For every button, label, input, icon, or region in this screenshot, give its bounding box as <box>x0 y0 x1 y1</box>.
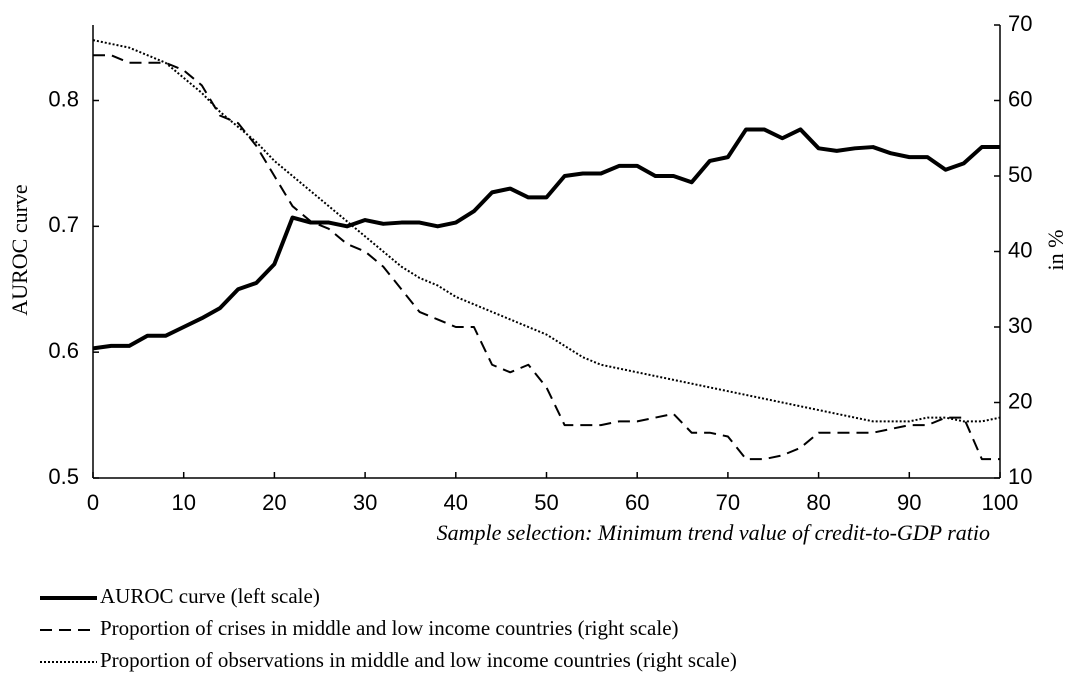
x-tick-label: 90 <box>897 490 921 515</box>
x-axis-label: Sample selection: Minimum trend value of… <box>437 520 990 545</box>
x-tick-label: 30 <box>353 490 377 515</box>
y2-tick-label: 50 <box>1008 162 1032 187</box>
x-tick-label: 50 <box>534 490 558 515</box>
x-tick-label: 0 <box>87 490 99 515</box>
y2-tick-label: 20 <box>1008 388 1032 413</box>
legend-label: Proportion of observations in middle and… <box>100 648 737 672</box>
y2-tick-label: 70 <box>1008 11 1032 36</box>
x-tick-label: 80 <box>806 490 830 515</box>
x-tick-label: 60 <box>625 490 649 515</box>
y-tick-label: 0.6 <box>48 338 79 363</box>
y-tick-label: 0.7 <box>48 212 79 237</box>
y-axis-label: AUROC curve <box>7 184 32 315</box>
legend-label: AUROC curve (left scale) <box>100 584 320 608</box>
y2-tick-label: 40 <box>1008 237 1032 262</box>
y2-tick-label: 30 <box>1008 313 1032 338</box>
y2-tick-label: 10 <box>1008 464 1032 489</box>
x-tick-label: 70 <box>716 490 740 515</box>
y2-axis-label: in % <box>1043 230 1068 271</box>
data-line <box>92 127 1000 351</box>
x-tick-label: 10 <box>171 490 195 515</box>
data-line <box>93 54 1000 461</box>
y-tick-label: 0.8 <box>48 86 79 111</box>
x-tick-label: 40 <box>444 490 468 515</box>
y2-tick-label: 60 <box>1008 86 1032 111</box>
data-line <box>92 39 1001 423</box>
x-tick-label: 20 <box>262 490 286 515</box>
x-tick-label: 100 <box>982 490 1019 515</box>
legend-label: Proportion of crises in middle and low i… <box>100 616 679 640</box>
y-tick-label: 0.5 <box>48 464 79 489</box>
